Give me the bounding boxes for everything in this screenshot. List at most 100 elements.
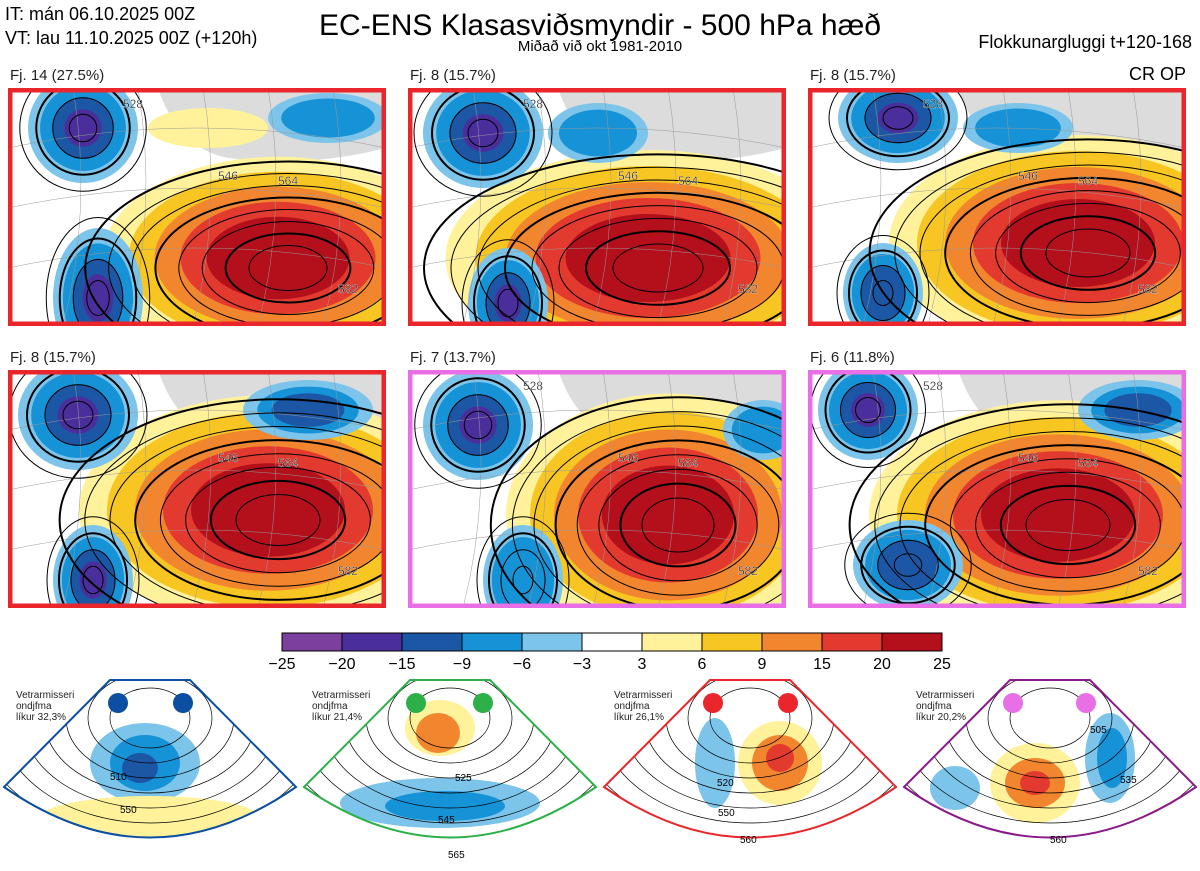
colorbar-tick-label: 9 [757, 656, 767, 673]
fan-contour-label: 560 [1050, 835, 1067, 846]
contour-label: 546 [618, 169, 638, 183]
colorbar [281, 632, 943, 652]
graticule-line [408, 187, 786, 209]
height-contour [489, 396, 786, 608]
regime-marker [1003, 693, 1023, 713]
cluster-map-1[interactable]: 528 546 564 582 [8, 88, 386, 326]
regime-frame [808, 370, 1186, 608]
graticule-line [1057, 370, 1077, 608]
regime-marker [406, 693, 426, 713]
classification-window: Flokkunargluggi t+120-168 [978, 32, 1192, 52]
fan-contour-label: 525 [455, 773, 472, 784]
height-contour [598, 468, 758, 582]
colorbar-tick-label: −15 [388, 656, 416, 673]
winter-line: Vetrarmisseri [614, 690, 673, 701]
colorbar-tick-label: 15 [813, 656, 831, 673]
contour-label: 582 [338, 282, 358, 296]
negative-anomaly-shading [82, 274, 114, 322]
panel-label-1: Fj. 14 (27.5%) [10, 67, 105, 84]
height-contour [874, 417, 1186, 608]
height-contour [154, 196, 386, 326]
height-contour [72, 259, 124, 326]
graticule-line [657, 88, 677, 326]
page-title: EC-ENS Klasasviðsmyndir - 500 hPa hæð [319, 9, 881, 42]
height-contour [488, 532, 558, 608]
height-contour [987, 680, 1113, 764]
height-contour [604, 680, 896, 824]
regime-marker [703, 693, 723, 713]
winter-line: ondjfma [312, 701, 348, 712]
height-contour [430, 377, 526, 473]
positive-anomaly-shading [602, 465, 734, 565]
height-contour [485, 272, 531, 326]
winter-line: Vetrarmisseri [916, 690, 975, 701]
height-contour [58, 398, 386, 608]
height-contour [409, 687, 491, 749]
graticule-line [808, 247, 1186, 269]
regime-fan-ridge[interactable]: 505 535 560 [900, 678, 1200, 871]
anomaly-blob [385, 791, 505, 821]
colorbar-segment [521, 632, 583, 652]
regime-fan-blocking[interactable]: 520 550 560 [600, 678, 900, 871]
fan-contour-label: 550 [718, 808, 735, 819]
negative-anomaly-shading [271, 393, 345, 427]
fan-contour-label: 550 [120, 805, 137, 816]
height-contour [497, 288, 519, 318]
contour-label: 564 [678, 174, 698, 188]
anomaly-blob [1015, 850, 1045, 862]
cluster-map-3[interactable]: 528 546 564 582 [808, 88, 1186, 326]
height-contour [1009, 687, 1091, 749]
height-contour [224, 232, 352, 304]
panel-label-2: Fj. 8 (15.7%) [410, 67, 496, 84]
regime-marker [778, 693, 798, 713]
cluster-map-svg: 528 546 564 582 [808, 370, 1186, 608]
colorbar-segment [281, 632, 343, 652]
regime-winter-nao-minus: Vetrarmisseri ondjfma líkur 21,4% [312, 690, 370, 723]
regime-winter-ridge: Vetrarmisseri ondjfma líkur 20,2% [916, 690, 974, 723]
height-contour [877, 539, 939, 591]
cluster-map-2[interactable]: 528 546 564 582 [408, 88, 786, 326]
anomaly-blob [122, 753, 158, 783]
regime-fan-nao-minus[interactable]: 525 545 565 [300, 678, 600, 871]
height-contour [619, 482, 737, 568]
graticule-line [62, 88, 82, 326]
cluster-map-5[interactable]: 528 546 564 582 [408, 370, 786, 608]
height-contour [449, 102, 517, 164]
regime-fan-nao-plus[interactable]: 510 550 [0, 678, 300, 871]
fan-content [604, 680, 896, 838]
height-contour [500, 549, 546, 608]
graticule-line [992, 370, 1012, 608]
graticule-line [462, 88, 482, 326]
winter-line: ondjfma [16, 701, 52, 712]
colorbar-segment [701, 632, 763, 652]
height-contour [58, 237, 138, 326]
height-contour [463, 410, 493, 440]
contour-label: 528 [523, 379, 543, 393]
contour-label: 528 [523, 97, 543, 111]
regime-marker [1076, 693, 1096, 713]
graticule-line [927, 370, 947, 608]
height-contour [860, 265, 906, 321]
height-contour [86, 280, 110, 316]
height-contour [423, 153, 786, 326]
cluster-map-4[interactable]: 546 564 582 [8, 370, 386, 608]
height-contour [576, 454, 780, 596]
positive-anomaly-shading [565, 214, 731, 302]
graticule-line [322, 88, 342, 326]
colorbar-segment [581, 632, 643, 652]
contour-label: 582 [338, 564, 358, 578]
cr-op-label: CR OP [1128, 64, 1186, 84]
colorbar-tick-label: −3 [572, 656, 592, 673]
cluster-map-svg: 546 564 582 [8, 370, 386, 608]
graticule-line [927, 88, 947, 326]
height-contour [46, 516, 140, 608]
graticule-line [8, 409, 386, 431]
anomaly-blob [416, 713, 460, 753]
fan-contour-label: 520 [717, 778, 734, 789]
graticule-line [722, 370, 742, 608]
contour-label: 546 [1018, 451, 1038, 465]
cluster-map-6[interactable]: 528 546 564 582 [808, 370, 1186, 608]
contour-label: 528 [923, 97, 943, 111]
height-contour [899, 431, 1186, 608]
colorbar-segment [821, 632, 883, 652]
